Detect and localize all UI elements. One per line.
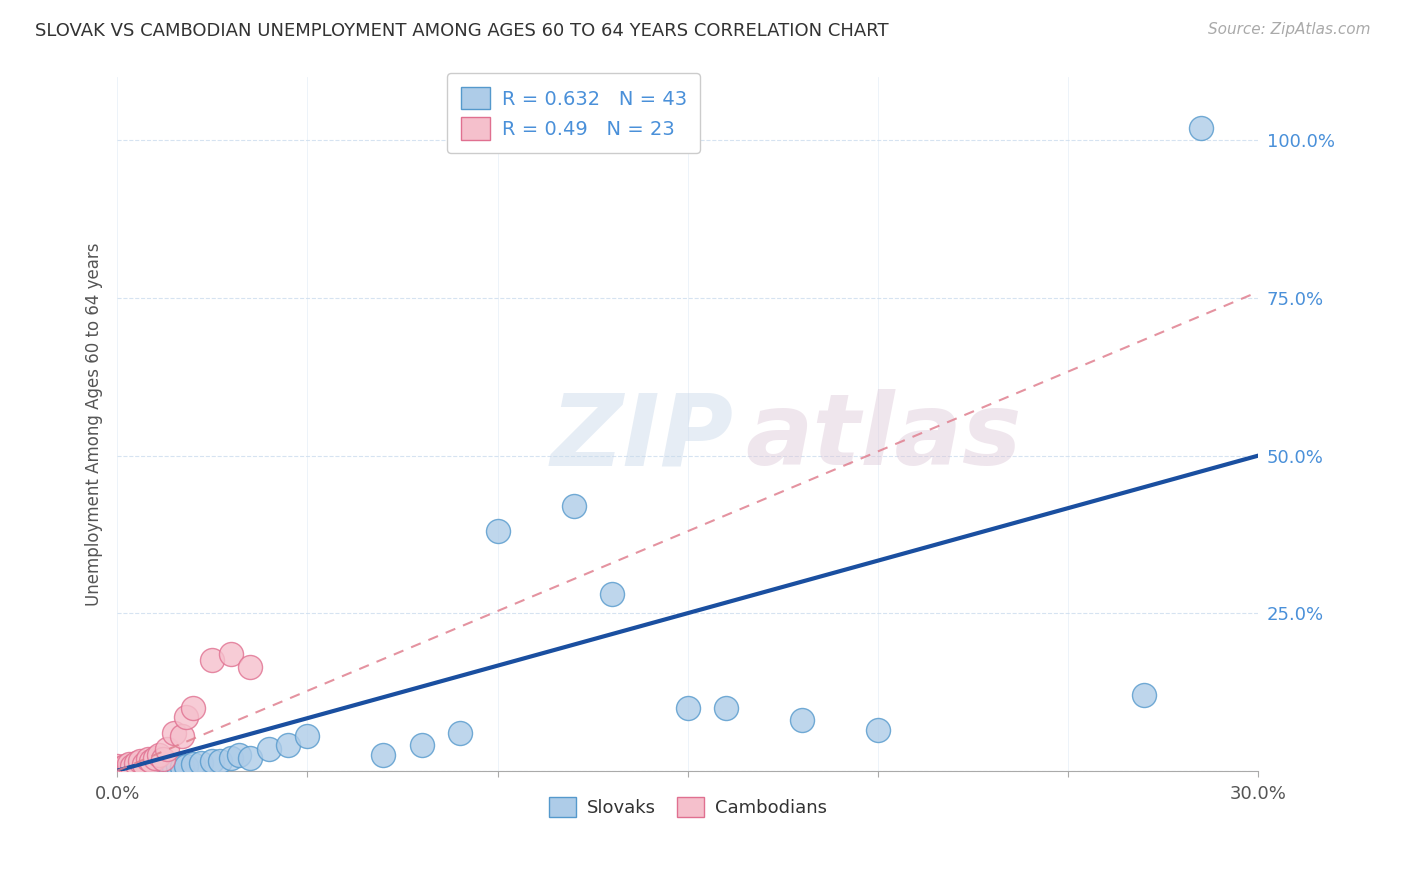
Point: [125, 760, 148, 774]
Point: [105, 764, 128, 778]
Text: Source: ZipAtlas.com: Source: ZipAtlas.com: [1208, 22, 1371, 37]
Legend: Slovaks, Cambodians: Slovaks, Cambodians: [541, 789, 834, 824]
Point: [129, 762, 152, 776]
Point: [221, 647, 243, 661]
Point: [110, 763, 132, 777]
Point: [125, 761, 148, 775]
Point: [228, 747, 250, 762]
Point: [297, 729, 319, 743]
Point: [105, 762, 128, 776]
Point: [174, 710, 197, 724]
Point: [129, 754, 152, 768]
Point: [152, 760, 174, 774]
Point: [562, 499, 585, 513]
Point: [486, 524, 509, 539]
Point: [114, 763, 136, 777]
Text: atlas: atlas: [745, 390, 1021, 486]
Point: [239, 751, 262, 765]
Text: ZIP: ZIP: [551, 390, 734, 486]
Point: [114, 758, 136, 772]
Point: [790, 713, 813, 727]
Point: [221, 751, 243, 765]
Point: [148, 760, 170, 774]
Point: [105, 758, 128, 772]
Point: [174, 758, 197, 772]
Point: [136, 752, 159, 766]
Point: [170, 729, 193, 743]
Point: [163, 726, 186, 740]
Point: [1189, 120, 1212, 135]
Point: [159, 759, 181, 773]
Point: [208, 754, 231, 768]
Point: [141, 754, 163, 768]
Point: [136, 762, 159, 776]
Point: [125, 756, 148, 771]
Point: [110, 760, 132, 774]
Point: [143, 761, 166, 775]
Point: [239, 659, 262, 673]
Point: [156, 741, 179, 756]
Point: [117, 762, 139, 776]
Point: [132, 757, 155, 772]
Y-axis label: Unemployment Among Ages 60 to 64 years: Unemployment Among Ages 60 to 64 years: [86, 243, 103, 606]
Point: [117, 762, 139, 776]
Point: [181, 700, 204, 714]
Point: [190, 756, 212, 771]
Point: [143, 751, 166, 765]
Point: [714, 700, 737, 714]
Point: [163, 760, 186, 774]
Point: [156, 760, 179, 774]
Point: [449, 726, 471, 740]
Point: [259, 741, 281, 756]
Point: [373, 747, 395, 762]
Point: [600, 587, 623, 601]
Point: [676, 700, 699, 714]
Point: [277, 739, 299, 753]
Point: [121, 758, 143, 772]
Point: [201, 754, 224, 768]
Point: [148, 747, 170, 762]
Text: SLOVAK VS CAMBODIAN UNEMPLOYMENT AMONG AGES 60 TO 64 YEARS CORRELATION CHART: SLOVAK VS CAMBODIAN UNEMPLOYMENT AMONG A…: [35, 22, 889, 40]
Point: [181, 757, 204, 772]
Point: [132, 761, 155, 775]
Point: [152, 752, 174, 766]
Point: [1133, 688, 1156, 702]
Point: [141, 760, 163, 774]
Point: [117, 757, 139, 772]
Point: [167, 759, 190, 773]
Point: [866, 723, 889, 737]
Point: [411, 739, 433, 753]
Point: [143, 760, 166, 774]
Point: [201, 653, 224, 667]
Point: [121, 763, 143, 777]
Point: [170, 760, 193, 774]
